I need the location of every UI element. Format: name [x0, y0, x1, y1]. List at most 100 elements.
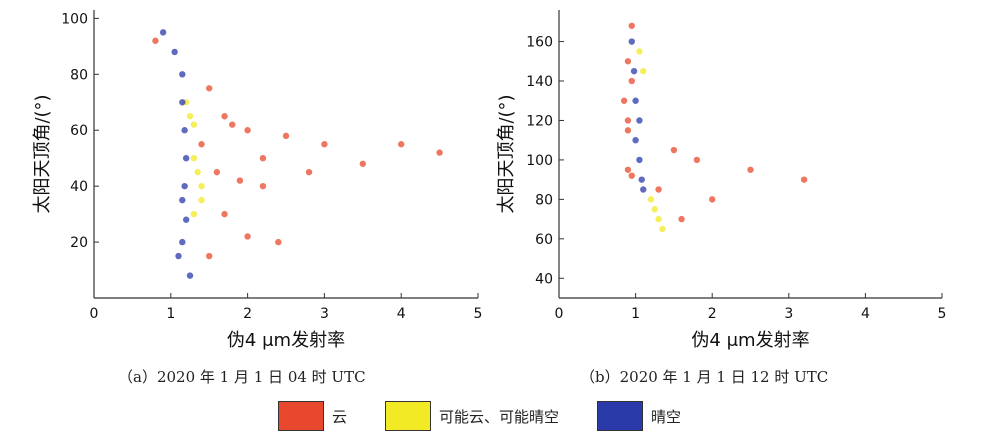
x-tick-label: 0: [555, 306, 564, 322]
data-point-0-6: [213, 168, 221, 176]
x-tick-label: 4: [861, 306, 870, 322]
legend-swatch-uncertain: [385, 401, 432, 431]
data-point-2-6: [638, 176, 645, 183]
y-tick-label: 100: [526, 153, 553, 169]
data-point-2-3: [179, 99, 186, 106]
data-point-2-5: [182, 154, 190, 162]
caption-b: （b）2020 年 1 月 1 日 12 时 UTC: [580, 368, 829, 386]
data-point-0-13: [709, 196, 716, 203]
data-point-2-1: [171, 48, 178, 56]
data-point-0-10: [359, 160, 366, 167]
data-point-0-6: [624, 166, 632, 173]
data-point-1-1: [640, 67, 647, 75]
y-axis-label: 太阳天顶角/(°): [496, 94, 517, 213]
data-point-0-12: [221, 210, 228, 218]
data-point-0-5: [282, 132, 290, 140]
chart-b: 0 1 2 3 4 5 40 60 80 100 120 140 160 伪4 μm发射率 太阳天顶角/(°…: [496, 10, 946, 351]
y-tick-label: 160: [526, 35, 553, 51]
data-point-2-4: [181, 127, 188, 134]
data-point-2-3: [636, 117, 643, 124]
y-tick-label: 80: [70, 67, 88, 83]
caption-a: （a）2020 年 1 月 1 日 04 时 UTC: [118, 368, 366, 386]
legend-item-uncertain: 可能云、可能晴空: [385, 401, 559, 431]
data-point-0-1: [206, 85, 213, 92]
chart-a: 0 1 2 3 4 5 20 40 60 80 100 伪4 μm发射率 太阳天顶角/(°): [32, 10, 483, 351]
legend: 云 可能云、可能晴空 晴空: [278, 400, 719, 432]
x-axis-label: 伪4 μm发射率: [691, 330, 809, 351]
y-tick-label: 80: [535, 192, 553, 208]
y-tick-label: 20: [70, 235, 88, 251]
data-point-1-1: [186, 113, 194, 120]
data-point-2-1: [630, 67, 638, 75]
data-point-2-10: [175, 252, 182, 260]
data-point-1-2: [190, 121, 198, 128]
data-point-1-7: [190, 210, 198, 218]
y-tick-label: 60: [535, 232, 553, 248]
data-point-1-3: [651, 206, 658, 213]
data-point-0-3: [229, 121, 236, 128]
data-point-0-18: [321, 141, 328, 148]
data-point-1-4: [655, 215, 662, 223]
y-tick-label: 100: [61, 11, 88, 27]
x-tick-label: 3: [784, 306, 793, 322]
data-point-2-5: [636, 156, 643, 164]
y-axis-label: 太阳天顶角/(°): [32, 94, 53, 213]
data-point-0-12: [655, 186, 662, 193]
chart-panel-a: 0 1 2 3 4 5 20 40 60 80 100 伪4 μm发射率 太阳天顶角/(°): [0, 0, 490, 395]
chart-panel-b: 0 1 2 3 4 5 40 60 80 100 120 140 160 伪4 μm发射率 太阳天顶角/(°…: [490, 0, 1000, 395]
data-point-0-5: [624, 127, 632, 134]
x-tick-label: 4: [397, 306, 406, 322]
data-point-0-10: [747, 166, 754, 173]
data-point-0-13: [244, 233, 251, 240]
data-point-0-2: [628, 77, 635, 85]
data-point-0-7: [236, 177, 244, 184]
data-point-2-9: [179, 238, 186, 246]
data-point-2-6: [181, 182, 188, 190]
data-point-0-8: [259, 182, 267, 190]
data-point-2-8: [182, 216, 190, 223]
data-point-2-0: [159, 29, 167, 36]
data-point-2-7: [640, 186, 647, 193]
data-point-0-15: [206, 252, 213, 260]
plot-area: [559, 10, 942, 298]
legend-item-cloud: 云: [278, 401, 347, 431]
data-point-0-2: [221, 113, 228, 120]
data-point-0-4: [244, 127, 251, 134]
data-point-0-11: [436, 149, 443, 156]
plot-area: [94, 10, 478, 298]
y-tick-label: 40: [535, 271, 553, 287]
x-tick-label: 3: [320, 306, 329, 322]
y-tick-label: 140: [526, 74, 553, 90]
legend-label-clear: 晴空: [651, 407, 682, 426]
data-point-1-3: [190, 154, 198, 162]
data-point-2-4: [632, 136, 639, 144]
data-point-2-2: [632, 97, 639, 104]
legend-label-uncertain: 可能云、可能晴空: [439, 407, 560, 426]
y-tick-label: 120: [526, 113, 553, 129]
data-point-0-11: [800, 176, 808, 183]
x-tick-label: 0: [90, 306, 99, 322]
data-point-0-9: [693, 156, 701, 164]
legend-swatch-clear: [597, 401, 644, 431]
data-point-1-5: [198, 182, 205, 190]
data-point-2-2: [179, 71, 186, 78]
data-point-2-11: [186, 272, 194, 279]
x-tick-label: 1: [631, 306, 640, 322]
x-tick-label: 2: [243, 306, 252, 322]
data-point-2-0: [628, 38, 635, 45]
data-point-0-17: [259, 154, 267, 162]
data-point-0-4: [624, 117, 632, 124]
data-point-0-0: [628, 22, 635, 29]
x-tick-label: 2: [708, 306, 717, 322]
data-point-0-7: [628, 172, 635, 179]
legend-item-clear: 晴空: [597, 401, 681, 431]
data-point-1-6: [198, 196, 205, 204]
data-point-0-14: [678, 215, 685, 223]
x-tick-label: 5: [474, 306, 483, 322]
data-point-1-4: [194, 168, 201, 176]
legend-swatch-cloud: [278, 401, 324, 431]
data-point-2-7: [179, 196, 186, 204]
data-point-0-1: [624, 58, 632, 65]
x-tick-label: 1: [166, 306, 175, 322]
data-point-0-0: [152, 37, 159, 44]
